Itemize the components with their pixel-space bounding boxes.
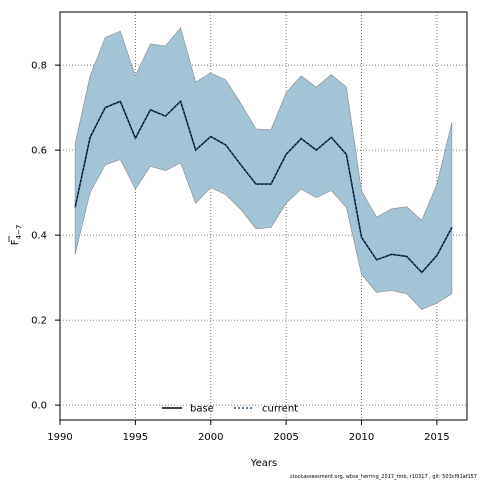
y-axis-title-sub: 4−7 bbox=[15, 225, 23, 240]
y-axis: 0.0 0.2 0.4 0.6 0.8 bbox=[31, 61, 60, 412]
confidence-band-area bbox=[74, 27, 453, 310]
y-tick-label-0.8: 0.8 bbox=[31, 61, 47, 72]
legend: base current bbox=[162, 404, 298, 415]
confidence-band bbox=[74, 27, 453, 310]
series-line-current bbox=[74, 99, 453, 274]
x-tick-label-2000: 2000 bbox=[198, 432, 223, 443]
legend-label-base: base bbox=[190, 404, 214, 415]
y-axis-title-base: F bbox=[10, 239, 21, 245]
y-tick-label-0.4: 0.4 bbox=[31, 231, 47, 242]
legend-label-current: current bbox=[262, 404, 298, 415]
y-tick-label-0: 0.0 bbox=[31, 401, 47, 412]
x-tick-label-2015: 2015 bbox=[424, 432, 449, 443]
x-tick-label-1995: 1995 bbox=[123, 432, 148, 443]
x-tick-label-2010: 2010 bbox=[349, 432, 374, 443]
y-tick-label-0.6: 0.6 bbox=[31, 146, 47, 157]
x-tick-label-1990: 1990 bbox=[47, 432, 72, 443]
x-axis: 1990 1995 2000 2005 2010 2015 bbox=[47, 420, 450, 443]
series-lines bbox=[74, 99, 453, 274]
y-tick-label-0.2: 0.2 bbox=[31, 316, 47, 327]
x-tick-label-2005: 2005 bbox=[273, 432, 298, 443]
svg-text:F4−7: F4−7 bbox=[10, 225, 23, 246]
x-axis-title: Years bbox=[250, 458, 277, 469]
y-axis-title: F4−7 bbox=[8, 225, 23, 246]
plot-frame bbox=[59, 11, 468, 421]
footnote: stockassessment.org, wbss_herring_2017_t… bbox=[290, 474, 477, 480]
